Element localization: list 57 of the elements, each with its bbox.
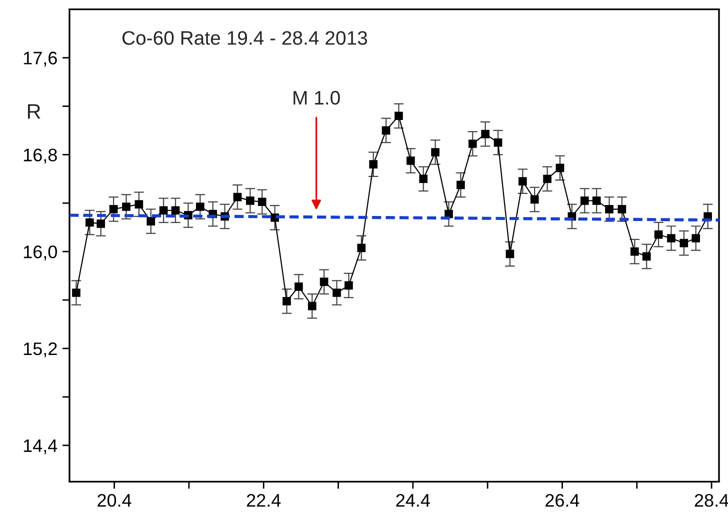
point (506, 250, 514, 258)
text: Co-60 Rate 19.4 - 28.4 2013 (122, 31, 368, 45)
x-tick-label: 26.4 (546, 494, 580, 507)
point (543, 174, 552, 184)
annotation: M 1.0 (294, 90, 340, 105)
point (369, 160, 378, 169)
y-tick-label: 16,0 (24, 245, 57, 260)
point (468, 140, 477, 148)
y-tick-label: 16,8 (24, 148, 57, 164)
point (419, 174, 428, 184)
point (294, 282, 303, 291)
point (85, 218, 94, 227)
point (580, 196, 589, 205)
point (618, 204, 626, 214)
point (122, 202, 130, 211)
x-tick-label: 20.4 (98, 494, 132, 507)
point (382, 126, 390, 135)
point (96, 220, 106, 228)
point (494, 138, 502, 147)
point (159, 206, 168, 215)
y-tick-label: 15,2 (24, 342, 57, 358)
point (592, 196, 601, 205)
y-axis-title: R (28, 104, 40, 119)
point (134, 200, 144, 208)
point (171, 206, 180, 215)
point (320, 278, 328, 286)
point (456, 180, 465, 190)
point (431, 148, 440, 156)
point (605, 204, 614, 214)
point (692, 234, 700, 242)
point (246, 196, 254, 205)
point (518, 177, 527, 186)
y-tick-label: 17,6 (24, 52, 57, 67)
point (258, 198, 266, 206)
point (282, 297, 291, 306)
point (654, 230, 663, 239)
point (556, 164, 564, 172)
point (642, 252, 651, 261)
point (196, 202, 204, 211)
point (630, 247, 639, 256)
point (308, 302, 316, 310)
point (406, 156, 415, 165)
point (667, 234, 676, 242)
point (332, 288, 341, 297)
point (530, 195, 539, 204)
point (344, 281, 353, 290)
x-tick-label: 22.4 (246, 494, 281, 507)
point (146, 217, 156, 226)
point (394, 112, 403, 120)
y-tick-label: 14,4 (24, 439, 58, 454)
point (233, 192, 242, 202)
point (481, 130, 490, 138)
x-tick-label: 24.4 (396, 494, 430, 507)
point (109, 204, 118, 214)
point (680, 238, 688, 248)
point (357, 244, 366, 252)
point (72, 288, 80, 297)
